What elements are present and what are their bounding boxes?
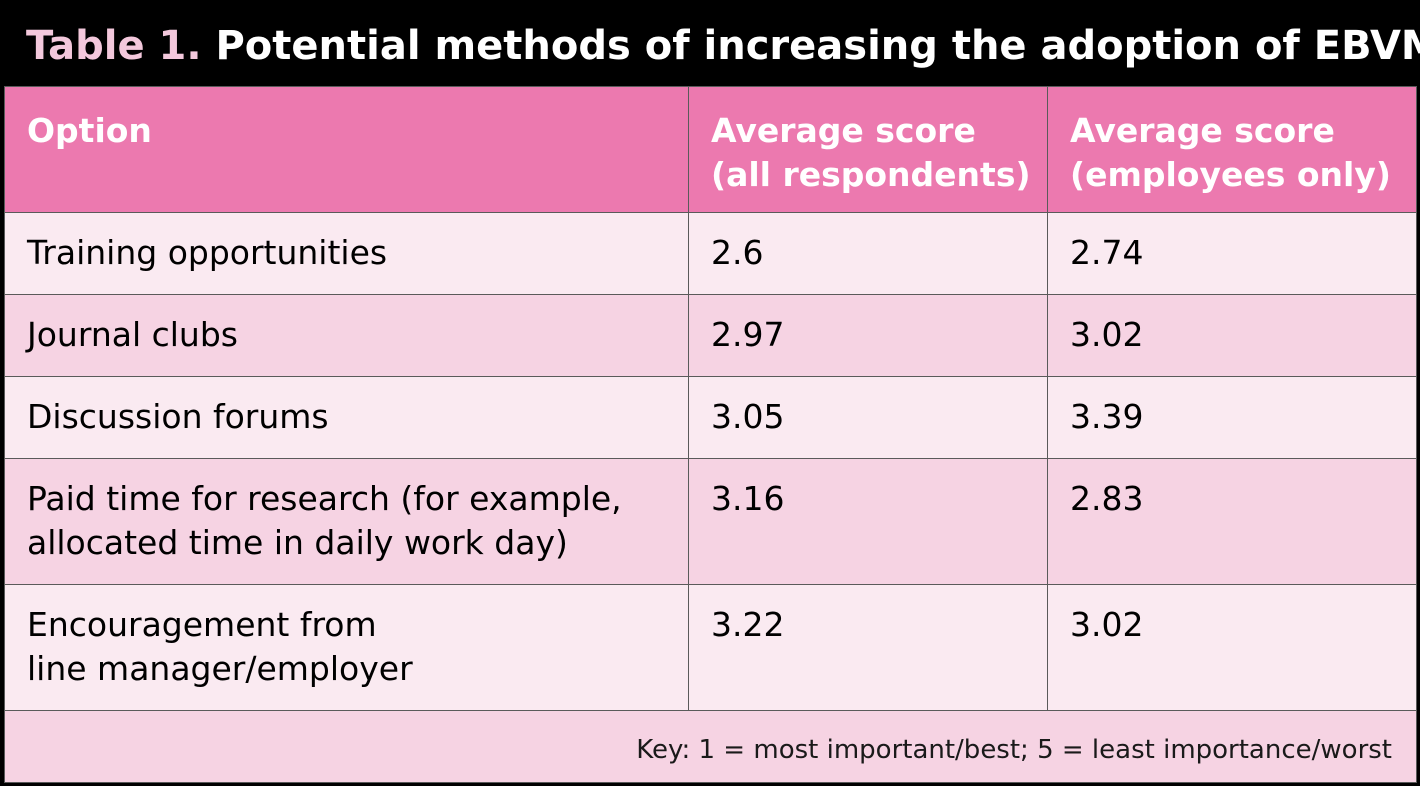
table-header-row: Option Average score (all respondents) A… <box>4 86 1417 213</box>
table-title-text: Potential methods of increasing the adop… <box>215 23 1420 69</box>
header-all-respondents: Average score (all respondents) <box>688 86 1048 213</box>
table-row: Encouragement from line manager/employer… <box>4 584 1417 711</box>
cell-employees: 3.39 <box>1047 376 1417 459</box>
table-number: Table 1. <box>26 23 202 69</box>
cell-employees: 2.83 <box>1047 458 1417 585</box>
header-employees-only: Average score (employees only) <box>1047 86 1417 213</box>
cell-employees: 3.02 <box>1047 294 1417 377</box>
table-key-row: Key: 1 = most important/best; 5 = least … <box>4 710 1417 783</box>
table-row: Discussion forums 3.05 3.39 <box>4 376 1417 459</box>
header-emp-line1: Average score <box>1070 111 1335 150</box>
cell-employees: 3.02 <box>1047 584 1417 711</box>
header-all-line1: Average score <box>711 111 976 150</box>
cell-option: Training opportunities <box>4 212 689 295</box>
header-all-line2: (all respondents) <box>711 155 1031 194</box>
cell-employees: 2.74 <box>1047 212 1417 295</box>
table-row: Paid time for research (for example, all… <box>4 458 1417 585</box>
cell-option: Encouragement from line manager/employer <box>4 584 689 711</box>
header-emp-line2: (employees only) <box>1070 155 1391 194</box>
data-table: Option Average score (all respondents) A… <box>4 86 1417 783</box>
table-row: Training opportunities 2.6 2.74 <box>4 212 1417 295</box>
cell-all: 3.16 <box>688 458 1048 585</box>
cell-option: Discussion forums <box>4 376 689 459</box>
cell-all: 3.22 <box>688 584 1048 711</box>
table-key: Key: 1 = most important/best; 5 = least … <box>4 710 1417 783</box>
cell-all: 2.6 <box>688 212 1048 295</box>
cell-option: Journal clubs <box>4 294 689 377</box>
table-title: Table 1. Potential methods of increasing… <box>26 16 1420 76</box>
cell-all: 3.05 <box>688 376 1048 459</box>
table-row: Journal clubs 2.97 3.02 <box>4 294 1417 377</box>
cell-all: 2.97 <box>688 294 1048 377</box>
cell-option: Paid time for research (for example, all… <box>4 458 689 585</box>
header-option: Option <box>4 86 689 213</box>
